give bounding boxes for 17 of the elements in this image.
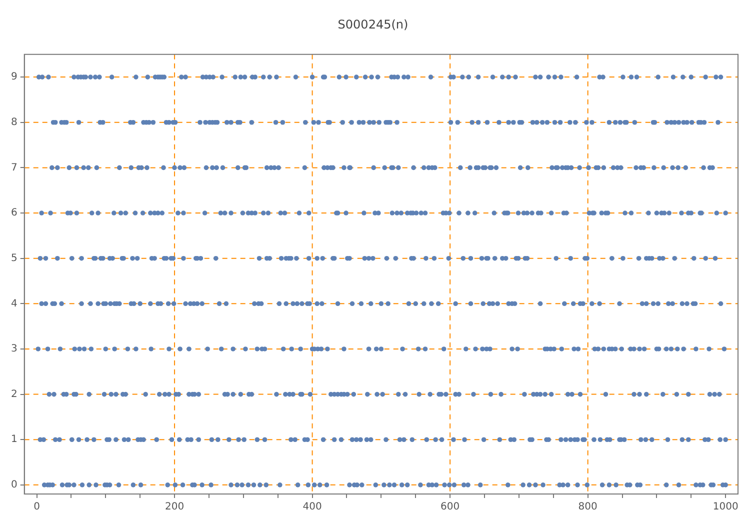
y-tick-label: 0 <box>10 480 18 491</box>
x-tick-label: 0 <box>34 502 40 513</box>
x-tick-label: 200 <box>164 502 184 513</box>
y-tick-label: 8 <box>10 116 18 128</box>
y-tick-label: 3 <box>10 344 18 355</box>
x-tick-label: 800 <box>578 502 598 513</box>
y-tick-label: 6 <box>10 208 18 219</box>
y-tick-label: 5 <box>10 252 18 264</box>
x-tick-label: 400 <box>302 502 322 513</box>
x-tick-label: 600 <box>440 502 460 513</box>
y-tick-label: 9 <box>10 72 18 83</box>
y-tick-label: 7 <box>10 162 18 174</box>
y-tick-label: 2 <box>10 388 18 400</box>
chart-title: S000245(n) <box>338 17 408 32</box>
y-tick-label: 1 <box>10 434 18 446</box>
x-tick-label: 1000 <box>712 502 738 513</box>
y-tick-label: 4 <box>10 298 18 310</box>
